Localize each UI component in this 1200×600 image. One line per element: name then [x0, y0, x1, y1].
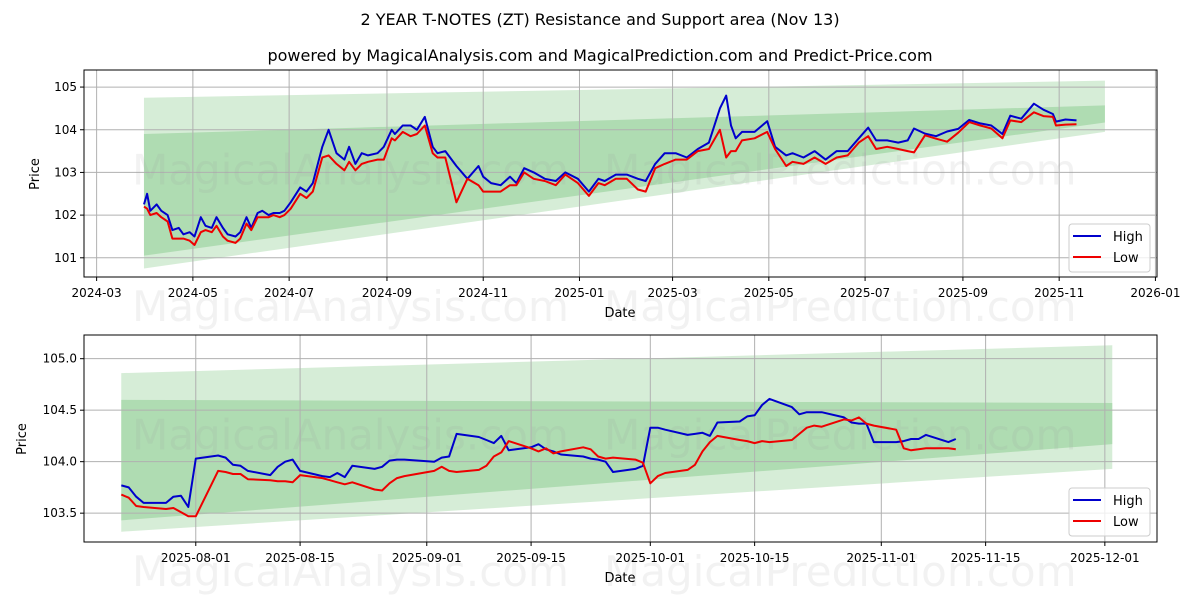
legend: High Low	[1068, 223, 1151, 273]
x-tick-label: 2024-07	[264, 286, 314, 300]
y-tick-label: 103	[54, 165, 77, 179]
watermark-text: MagicalPrediction.com	[604, 410, 1077, 459]
x-tick-label: 2025-09-15	[496, 551, 566, 565]
grid-lines	[84, 70, 1157, 277]
axes-frame	[83, 69, 1158, 278]
watermark-text: MagicalAnalysis.com	[132, 282, 569, 331]
y-axis-label: Price	[28, 158, 43, 190]
y-tick-label: 105	[54, 80, 77, 94]
low-price-line	[143, 111, 1077, 246]
x-tick-label: 2025-07	[840, 286, 890, 300]
x-tick-label: 2025-11-01	[846, 551, 916, 565]
chart-title: 2 YEAR T-NOTES (ZT) Resistance and Suppo…	[360, 10, 840, 29]
chart-subtitle: powered by MagicalAnalysis.com and Magic…	[267, 46, 933, 65]
y-tick-label: 104.5	[43, 403, 77, 417]
price-lines	[143, 94, 1077, 246]
x-tick-label: 2025-10-01	[615, 551, 685, 565]
low-price-line	[120, 416, 956, 518]
x-tick-label: 2024-03	[72, 286, 122, 300]
outer-band	[121, 345, 1113, 532]
x-tick-label: 2025-09-01	[392, 551, 462, 565]
bottom-chart: MagicalAnalysis.com MagicalPrediction.com…	[15, 334, 1158, 596]
axis-ticks: 2024-03 2024-05 2024-07 2024-09 2024-11 2025-…	[54, 80, 1180, 300]
x-tick-label: 2025-11-15	[951, 551, 1021, 565]
x-tick-label: 2025-09	[938, 286, 988, 300]
x-tick-label: 2025-11	[1034, 286, 1084, 300]
legend-high-label: High	[1113, 494, 1143, 509]
watermark-text: MagicalAnalysis.com	[132, 145, 569, 194]
legend-high-label: High	[1113, 230, 1143, 245]
watermark-text: MagicalAnalysis.com	[132, 547, 569, 596]
y-axis-label: Price	[15, 423, 30, 455]
x-tick-label: 2025-10-15	[720, 551, 790, 565]
legend: High Low	[1068, 487, 1151, 537]
high-price-line	[121, 397, 957, 508]
watermark-text: MagicalPrediction.com	[604, 547, 1077, 596]
y-tick-label: 105.0	[43, 352, 77, 366]
x-tick-label: 2024-11	[458, 286, 508, 300]
x-tick-label: 2025-08-01	[161, 551, 231, 565]
x-tick-label: 2025-05	[744, 286, 794, 300]
resistance-support-bands	[121, 345, 1113, 532]
price-lines	[120, 397, 957, 518]
inner-band	[121, 399, 1113, 521]
legend-low-label: Low	[1113, 251, 1139, 266]
legend-low-label: Low	[1113, 515, 1139, 530]
x-tick-label: 2025-01	[554, 286, 604, 300]
x-tick-label: 2024-05	[168, 286, 218, 300]
watermark: MagicalAnalysis.com MagicalPrediction.com…	[132, 410, 1077, 596]
watermark-text: MagicalAnalysis.com	[132, 410, 569, 459]
x-tick-label: 2026-01	[1130, 286, 1180, 300]
x-axis-label: Date	[604, 306, 635, 321]
x-tick-label: 2025-08-15	[265, 551, 335, 565]
x-tick-label: 2025-12-01	[1070, 551, 1140, 565]
top-chart: MagicalAnalysis.com MagicalPrediction.com…	[28, 69, 1180, 331]
watermark: MagicalAnalysis.com MagicalPrediction.com…	[132, 145, 1077, 331]
x-axis-label: Date	[604, 571, 635, 586]
y-tick-label: 104	[54, 123, 77, 137]
y-tick-label: 102	[54, 208, 77, 222]
watermark-text: MagicalPrediction.com	[604, 145, 1077, 194]
axes-frame	[83, 334, 1158, 543]
high-price-line	[143, 94, 1077, 238]
y-tick-label: 101	[54, 251, 77, 265]
x-tick-label: 2024-09	[362, 286, 412, 300]
axis-ticks: 2025-08-01 2025-08-15 2025-09-01 2025-09-15…	[43, 352, 1140, 565]
y-tick-label: 104.0	[43, 455, 77, 469]
y-tick-label: 103.5	[43, 506, 77, 520]
grid-lines	[84, 335, 1157, 542]
x-tick-label: 2025-03	[648, 286, 698, 300]
watermark-text: MagicalPrediction.com	[604, 282, 1077, 331]
